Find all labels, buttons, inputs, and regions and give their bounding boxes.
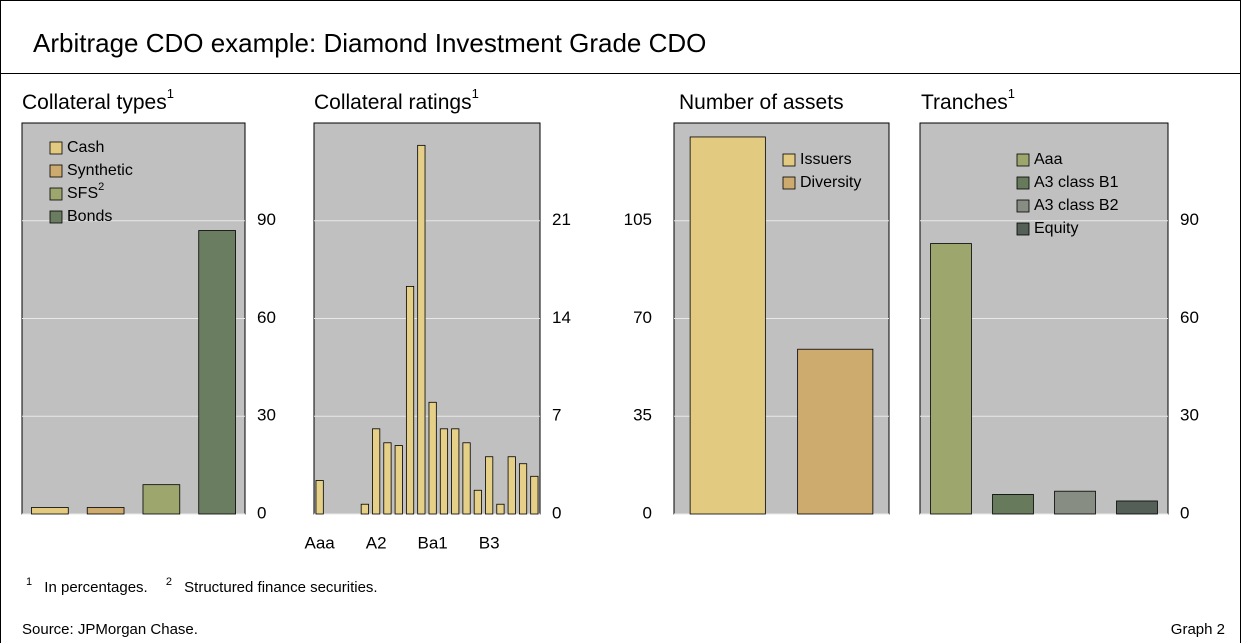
y-tick-label: 30: [1180, 406, 1199, 425]
legend-swatch: [1016, 153, 1030, 167]
panel-title-text: Collateral types: [22, 91, 167, 114]
panel-title-sup: 1: [167, 86, 174, 101]
legend-text: A3 class B1: [1034, 174, 1119, 191]
panel-title: Collateral types1: [22, 86, 174, 113]
legend-label: Synthetic: [67, 162, 133, 179]
x-tick-label: A2: [366, 533, 387, 552]
panel-title-text: Collateral ratings: [314, 91, 472, 114]
legend-text: A3 class B2: [1034, 197, 1119, 214]
bar: [428, 401, 437, 515]
y-tick-label: 0: [257, 503, 266, 522]
legend-label: SFS2: [67, 181, 104, 202]
bar: [198, 230, 236, 515]
y-tick-label: 0: [1180, 503, 1189, 522]
bar: [473, 489, 482, 515]
graph-label: Graph 2: [1171, 621, 1225, 638]
bar: [1054, 490, 1096, 515]
footnote-text: In percentages.: [44, 579, 147, 596]
bar: [485, 456, 494, 515]
legend-swatch: [782, 153, 796, 167]
bar: [142, 484, 181, 515]
panel-title-sup: 1: [1008, 86, 1015, 101]
legend-text: Equity: [1034, 220, 1078, 237]
bar: [372, 428, 381, 515]
legend-swatch: [49, 164, 63, 178]
source: Source: JPMorgan Chase.: [22, 621, 198, 638]
panel-title-text: Tranches: [921, 91, 1008, 114]
bar: [417, 144, 426, 515]
bar: [86, 507, 125, 515]
legend-label: A3 class B2: [1034, 197, 1119, 214]
panel-title-text: Number of assets: [679, 91, 844, 114]
page-title: Arbitrage CDO example: Diamond Investmen…: [33, 28, 706, 58]
bar: [439, 428, 449, 515]
legend-sup: 2: [98, 181, 104, 193]
legend-text: SFS: [67, 185, 98, 202]
y-tick-label: 90: [257, 210, 276, 229]
y-tick-label: 60: [257, 308, 276, 327]
legend-text: Aaa: [1034, 151, 1063, 168]
legend-label: Issuers: [800, 151, 852, 168]
legend-swatch: [1016, 199, 1030, 213]
panel-title-sup: 1: [472, 86, 479, 101]
x-tick-label: Aaa: [305, 533, 336, 552]
legend-label: A3 class B1: [1034, 174, 1119, 191]
footnote-mark: 1: [26, 576, 32, 588]
legend-text: Issuers: [800, 151, 852, 168]
legend-text: Cash: [67, 139, 104, 156]
legend-swatch: [1016, 222, 1030, 236]
legend-text: Bonds: [67, 208, 112, 225]
panel-title: Collateral ratings1: [314, 86, 479, 113]
legend-swatch: [1016, 176, 1030, 190]
x-tick-label: Ba1: [418, 533, 448, 552]
bar: [31, 507, 69, 515]
bar: [992, 494, 1034, 515]
footnote-text: Structured finance securities.: [184, 579, 377, 596]
y-tick-label: 35: [633, 406, 652, 425]
bar: [518, 463, 528, 515]
y-tick-label: 90: [1180, 210, 1199, 229]
bar: [689, 136, 766, 515]
bar: [930, 243, 972, 515]
bar: [496, 503, 505, 515]
y-tick-label: 60: [1180, 308, 1199, 327]
y-tick-label: 0: [552, 503, 561, 522]
bar: [315, 480, 324, 515]
bar: [405, 285, 415, 515]
y-tick-label: 0: [643, 503, 652, 522]
legend-label: Aaa: [1034, 151, 1063, 168]
legend-label: Cash: [67, 139, 104, 156]
legend-label: Equity: [1034, 220, 1078, 237]
legend-swatch: [782, 176, 796, 190]
y-tick-label: 105: [624, 210, 652, 229]
y-tick-label: 14: [552, 308, 571, 327]
footnotes: 1 In percentages. 2 Structured finance s…: [26, 573, 378, 596]
bar: [451, 428, 460, 515]
panel-title: Tranches1: [921, 86, 1015, 113]
y-tick-label: 70: [633, 308, 652, 327]
bar: [797, 348, 874, 515]
legend-swatch: [49, 141, 63, 155]
bar: [507, 456, 516, 515]
legend-swatch: [49, 210, 63, 224]
legend-label: Diversity: [800, 174, 861, 191]
legend-text: Diversity: [800, 174, 861, 191]
y-tick-label: 7: [552, 406, 561, 425]
legend-label: Bonds: [67, 208, 112, 225]
legend-text: Synthetic: [67, 162, 133, 179]
y-tick-label: 30: [257, 406, 276, 425]
bar: [462, 442, 471, 515]
panel-title: Number of assets: [679, 91, 844, 114]
x-tick-label: B3: [479, 533, 500, 552]
bar: [360, 503, 369, 515]
y-tick-label: 21: [552, 210, 571, 229]
bar: [530, 475, 539, 515]
bar: [383, 442, 392, 515]
bar: [394, 445, 403, 515]
legend-swatch: [49, 187, 63, 201]
bar: [1116, 500, 1158, 515]
footnote-mark: 2: [166, 576, 172, 588]
